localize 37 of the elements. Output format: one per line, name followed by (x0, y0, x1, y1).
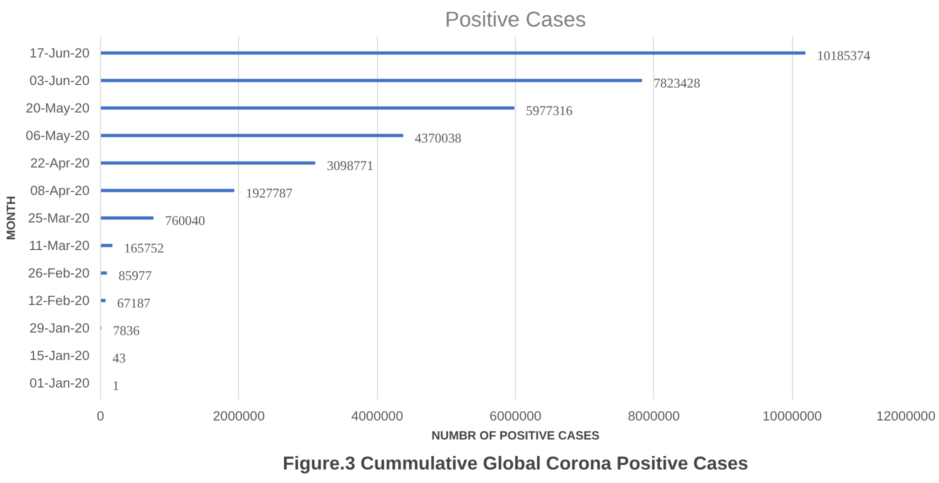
y-tick-label: 17-Jun-20 (29, 46, 90, 60)
y-tick-label: 12-Feb-20 (28, 293, 90, 308)
data-label: 67187 (117, 296, 151, 310)
chart-title: Positive Cases (444, 8, 586, 32)
y-tick-label: 03-Jun-20 (29, 73, 90, 88)
text: Figure.3 Cummulative Global Corona Positive Cases (282, 452, 748, 474)
data-label: 85977 (118, 268, 152, 283)
data-label: 4370038 (414, 130, 462, 146)
data-label: 3098771 (326, 158, 374, 173)
data-label: 760040 (165, 213, 206, 228)
data-label: 1927787 (246, 186, 293, 200)
x-tick-label: 10000000 (762, 408, 822, 424)
y-tick-label: 29-Jan-20 (29, 320, 90, 336)
x-tick-label: 2000000 (212, 408, 265, 424)
y-tick-label: 11-Mar-20 (29, 238, 90, 253)
data-label: 43 (112, 350, 126, 366)
data-label: 7823428 (654, 76, 701, 90)
y-tick-label: 26-Feb-20 (28, 266, 90, 280)
data-label: 165752 (124, 240, 164, 256)
y-tick-label: 22-Apr-20 (30, 156, 90, 170)
y-tick-label: 08-Apr-20 (30, 183, 90, 198)
y-tick-label: 25-Mar-20 (28, 210, 90, 226)
x-tick-label: 12000000 (876, 408, 936, 424)
x-tick-label: 0 (96, 408, 104, 424)
y-axis-title: MONTH (4, 196, 18, 240)
data-label: 5977316 (526, 103, 573, 118)
x-tick-label: 8000000 (628, 408, 680, 424)
data-label: 1 (112, 378, 120, 393)
y-tick-label: 06-May-20 (26, 128, 90, 143)
x-tick-label: 4000000 (351, 408, 404, 424)
y-tick-label: 15-Jan-20 (29, 348, 90, 363)
data-label: 10185374 (816, 48, 871, 63)
x-tick-label: 6000000 (490, 408, 542, 424)
y-tick-label: 01-Jan-20 (29, 376, 90, 390)
y-tick-label: 20-May-20 (26, 100, 90, 116)
x-axis-title: NUMBR OF POSITIVE CASES (431, 428, 600, 442)
data-label: 7836 (113, 323, 140, 338)
